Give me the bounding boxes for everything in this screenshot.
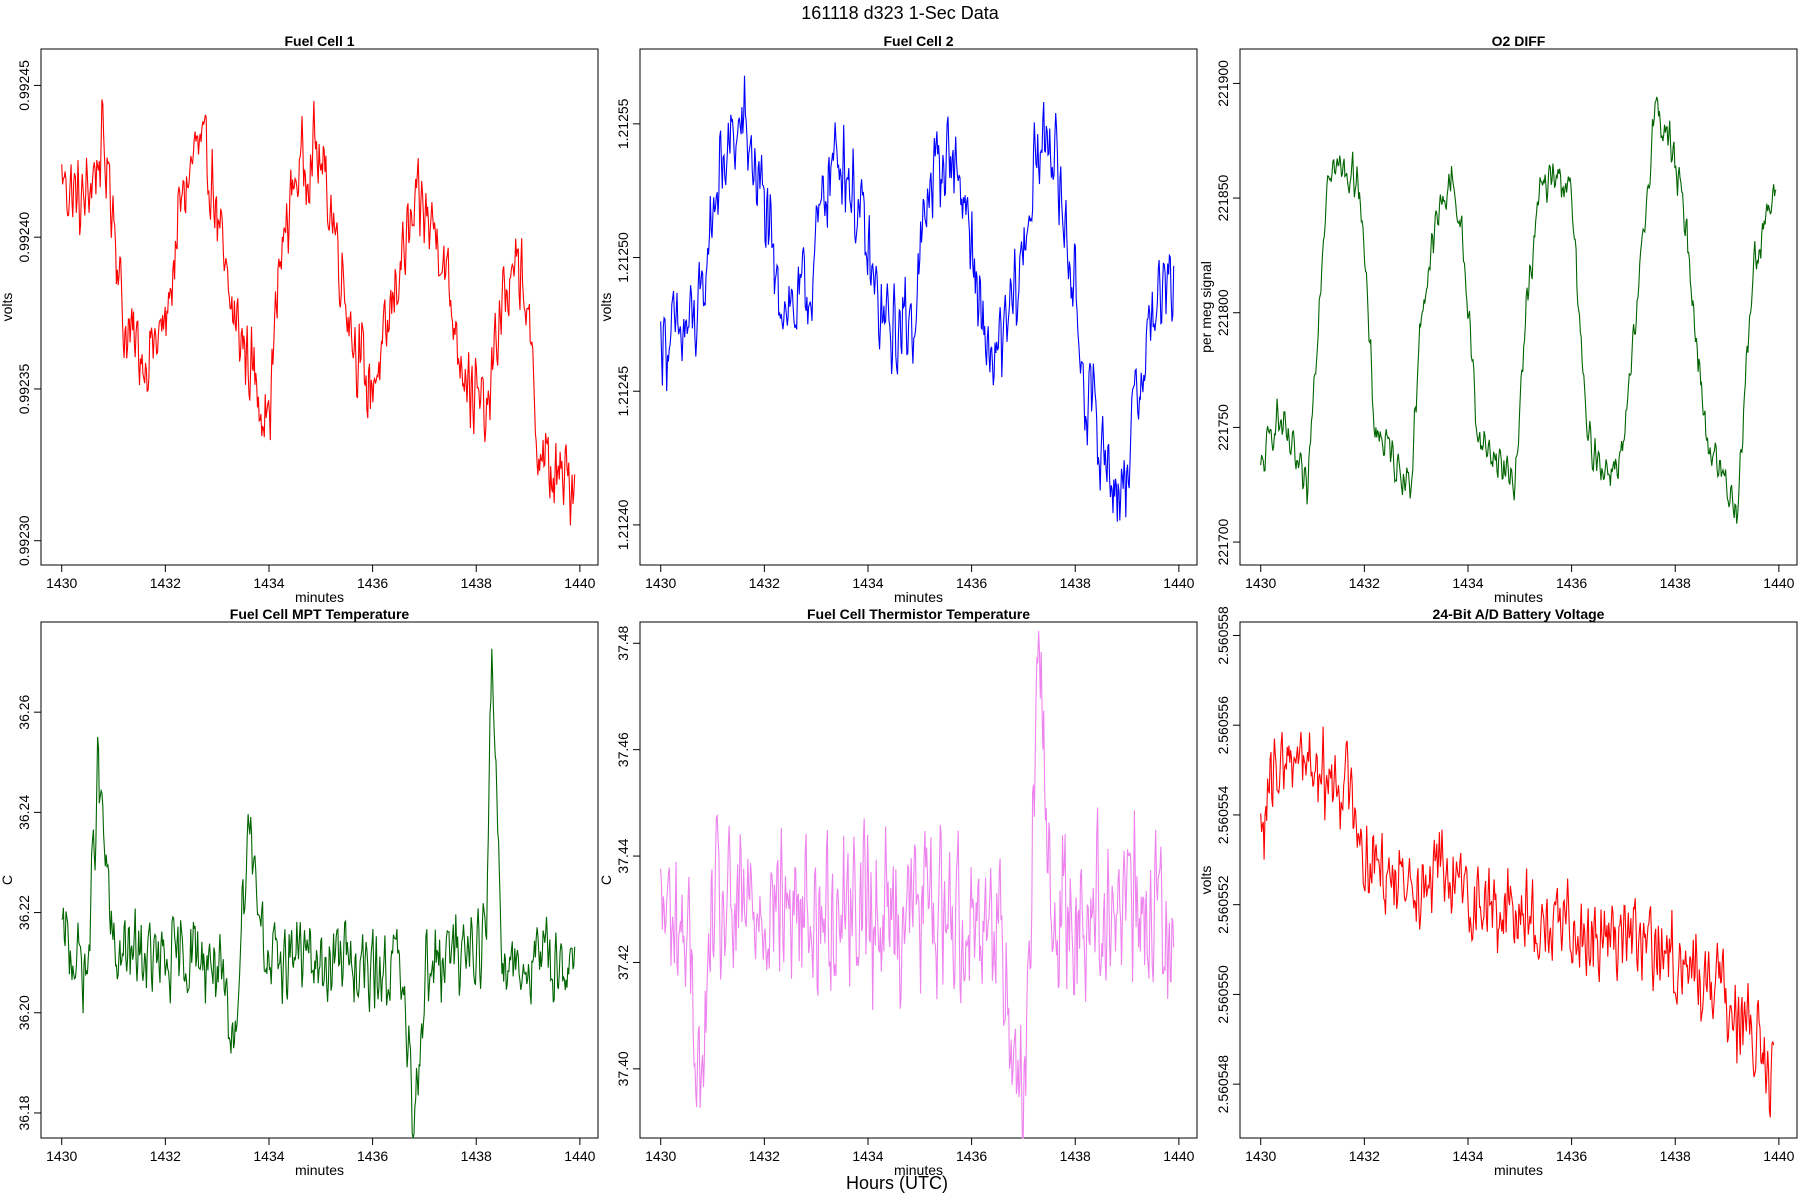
chart-title: 24-Bit A/D Battery Voltage xyxy=(1433,606,1605,622)
y-tick-label: 36.24 xyxy=(16,795,32,830)
x-axis-label: minutes xyxy=(1494,589,1543,605)
series-line xyxy=(660,75,1175,522)
series-line xyxy=(61,648,576,1139)
x-tick-label: 1438 xyxy=(1660,575,1691,591)
x-tick-label: 1440 xyxy=(1163,1148,1194,1164)
panel-4: Fuel Cell MPT Temperature 1430 1432 1434 143… xyxy=(0,606,599,1178)
y-tick-label: 221850 xyxy=(1215,174,1231,221)
x-tick-label: 1430 xyxy=(1245,1148,1276,1164)
x-tick-label: 1432 xyxy=(150,575,181,591)
y-tick-label: 37.44 xyxy=(615,838,631,873)
x-tick-label: 1436 xyxy=(956,1148,987,1164)
chart-title: Fuel Cell 1 xyxy=(284,33,354,49)
y-tick-label: 36.26 xyxy=(16,694,32,729)
x-tick-label: 1430 xyxy=(645,575,676,591)
y-tick-label: 0.99235 xyxy=(16,363,32,414)
y-tick-label: 2.560558 xyxy=(1215,606,1231,665)
y-tick-label: 2.560556 xyxy=(1215,696,1231,755)
series-line xyxy=(660,630,1175,1139)
y-tick-label: 36.18 xyxy=(16,1095,32,1130)
y-tick-label: 37.46 xyxy=(615,732,631,767)
x-tick-label: 1430 xyxy=(645,1148,676,1164)
series-line xyxy=(61,99,576,526)
x-axis-label: minutes xyxy=(1494,1162,1543,1178)
x-tick-label: 1438 xyxy=(1060,575,1091,591)
y-axis-label: volts xyxy=(1198,866,1214,895)
x-tick-label: 1434 xyxy=(852,1148,883,1164)
y-axis-label: volts xyxy=(598,293,614,322)
x-tick-label: 1436 xyxy=(357,1148,388,1164)
x-tick-label: 1440 xyxy=(1163,575,1194,591)
x-axis-label: minutes xyxy=(894,1162,943,1178)
x-tick-label: 1432 xyxy=(1349,1148,1380,1164)
y-tick-label: 1.21250 xyxy=(615,232,631,283)
y-tick-label: 1.21240 xyxy=(615,499,631,550)
y-axis-label: volts xyxy=(0,293,15,322)
y-tick-label: 37.48 xyxy=(615,626,631,661)
x-tick-label: 1438 xyxy=(1060,1148,1091,1164)
x-axis-label: minutes xyxy=(894,589,943,605)
y-tick-label: 221900 xyxy=(1215,60,1231,107)
y-tick-label: 221750 xyxy=(1215,404,1231,451)
y-tick-label: 1.21245 xyxy=(615,366,631,417)
y-axis-label: C xyxy=(0,875,15,885)
x-tick-label: 1440 xyxy=(1763,575,1794,591)
x-tick-label: 1436 xyxy=(1556,1148,1587,1164)
y-tick-label: 36.20 xyxy=(16,995,32,1030)
y-tick-label: 2.560554 xyxy=(1215,786,1231,845)
x-tick-label: 1434 xyxy=(852,575,883,591)
panel-6: 24-Bit A/D Battery Voltage 1430 1432 1434 14… xyxy=(1198,606,1798,1178)
y-tick-label: 0.99240 xyxy=(16,212,32,263)
x-tick-label: 1438 xyxy=(461,1148,492,1164)
x-tick-label: 1434 xyxy=(253,575,284,591)
y-tick-label: 36.22 xyxy=(16,895,32,930)
x-tick-label: 1436 xyxy=(956,575,987,591)
x-axis-label: minutes xyxy=(295,1162,344,1178)
x-tick-label: 1440 xyxy=(1763,1148,1794,1164)
panels: Fuel Cell 1 1430 1432 1434 1436 1438 1440 minut… xyxy=(0,33,1798,1178)
y-tick-label: 0.99230 xyxy=(16,515,32,566)
y-tick-label: 2.560550 xyxy=(1215,965,1231,1024)
panel-5: Fuel Cell Thermistor Temperature 1430 1432… xyxy=(598,606,1198,1178)
x-tick-label: 1438 xyxy=(461,575,492,591)
x-tick-label: 1432 xyxy=(150,1148,181,1164)
x-tick-label: 1434 xyxy=(253,1148,284,1164)
y-axis-label: per meg signal xyxy=(1198,261,1214,353)
y-tick-label: 2.560552 xyxy=(1215,875,1231,934)
y-tick-label: 0.99245 xyxy=(16,60,32,111)
y-tick-label: 1.21255 xyxy=(615,98,631,149)
x-tick-label: 1432 xyxy=(1349,575,1380,591)
x-tick-label: 1430 xyxy=(1245,575,1276,591)
x-tick-label: 1434 xyxy=(1452,575,1483,591)
y-axis-label: C xyxy=(598,875,614,885)
y-tick-label: 2.560548 xyxy=(1215,1055,1231,1114)
y-tick-label: 221800 xyxy=(1215,289,1231,336)
chart-title: Fuel Cell 2 xyxy=(883,33,953,49)
x-tick-label: 1436 xyxy=(357,575,388,591)
x-tick-label: 1430 xyxy=(46,575,77,591)
panel-2: Fuel Cell 2 1430 1432 1434 1436 1438 1440 minut… xyxy=(598,33,1198,605)
figure-suptitle: 161118 d323 1-Sec Data xyxy=(801,3,999,23)
x-tick-label: 1438 xyxy=(1660,1148,1691,1164)
chart-title: Fuel Cell MPT Temperature xyxy=(230,606,410,622)
x-tick-label: 1434 xyxy=(1452,1148,1483,1164)
x-tick-label: 1440 xyxy=(564,575,595,591)
x-tick-label: 1436 xyxy=(1556,575,1587,591)
series-line xyxy=(1260,726,1775,1118)
x-axis-label: minutes xyxy=(295,589,344,605)
y-tick-label: 221700 xyxy=(1215,518,1231,565)
panel-1: Fuel Cell 1 1430 1432 1434 1436 1438 1440 minut… xyxy=(0,33,599,605)
x-tick-label: 1432 xyxy=(749,1148,780,1164)
figure-bottom-label: Hours (UTC) xyxy=(846,1173,948,1193)
chart-title: Fuel Cell Thermistor Temperature xyxy=(807,606,1030,622)
series-line xyxy=(1260,96,1777,524)
x-tick-label: 1432 xyxy=(749,575,780,591)
x-tick-label: 1440 xyxy=(564,1148,595,1164)
y-tick-label: 37.40 xyxy=(615,1051,631,1086)
panel-3: O2 DIFF 1430 1432 1434 1436 1438 1440 minutes 22… xyxy=(1198,33,1798,605)
y-tick-label: 37.42 xyxy=(615,945,631,980)
x-tick-label: 1430 xyxy=(46,1148,77,1164)
chart-title: O2 DIFF xyxy=(1492,33,1546,49)
